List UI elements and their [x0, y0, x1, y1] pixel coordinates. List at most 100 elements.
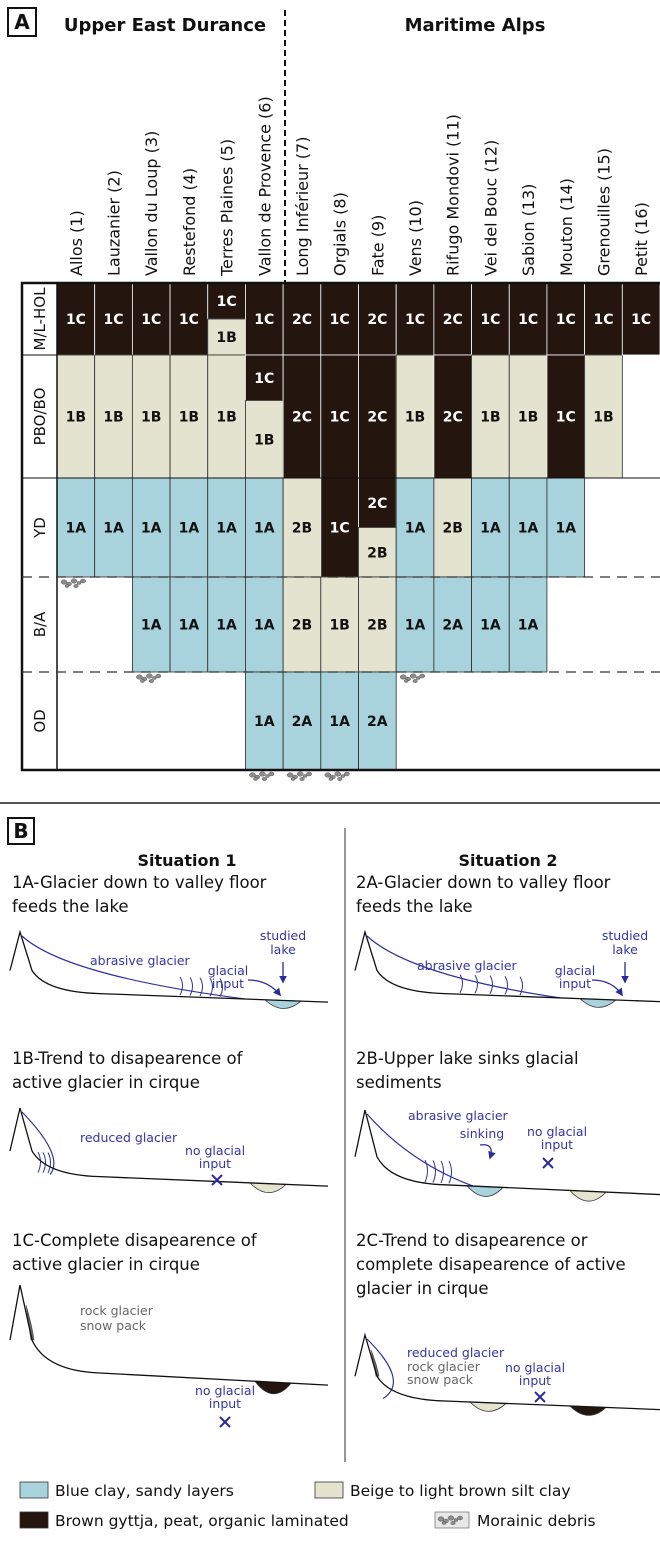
scenario-caption: complete disapearence of active	[356, 1255, 626, 1274]
scenario-caption: glacier in cirque	[356, 1279, 489, 1298]
moraine-icon	[325, 772, 350, 781]
moraine-icon	[287, 772, 312, 781]
panel-label: B	[13, 819, 28, 843]
debris	[136, 675, 142, 680]
cell-code: 2C	[367, 410, 387, 426]
cell-code: 1B	[216, 330, 236, 346]
legend-swatch	[20, 1512, 48, 1528]
site-name: Vallon du Loup (3)	[142, 131, 161, 276]
situation-title: Situation 1	[137, 851, 236, 870]
figure: A Upper East Durance Maritime Alps B All…	[0, 0, 660, 1551]
cell-code: 2B	[367, 618, 387, 634]
cell-code: 2B	[292, 521, 312, 537]
scenario-caption: 2C-Trend to disapearence or	[356, 1231, 588, 1250]
scenario-caption: sediments	[356, 1073, 442, 1092]
cell-code: 1B	[518, 410, 538, 426]
cell-code: 1A	[179, 521, 200, 537]
sketch-annotation: input	[212, 976, 244, 991]
cell-code: 2B	[292, 618, 312, 634]
cell-code: 1B	[593, 410, 613, 426]
cell-code: 1B	[66, 410, 86, 426]
cell-code: 2A	[442, 618, 463, 634]
period-label: PBO/BO	[31, 388, 49, 446]
debris	[61, 580, 67, 585]
legend-label: Blue clay, sandy layers	[55, 1482, 234, 1500]
cell-code: 2B	[443, 521, 463, 537]
debris	[269, 772, 274, 776]
debris	[420, 674, 425, 678]
cell-code: 2C	[443, 410, 463, 426]
cell-code: 1A	[518, 521, 539, 537]
crevasse	[475, 975, 478, 993]
period-label: M/L-HOL	[31, 287, 49, 351]
sketch-annotation: abrasive glacier	[90, 953, 191, 968]
debris	[262, 777, 266, 780]
sketch-annotation: reduced glacier	[80, 1130, 178, 1145]
debris	[156, 674, 161, 678]
valley-profile	[10, 1108, 328, 1186]
cell-code: 1A	[66, 521, 87, 537]
cell-code: 1C	[480, 312, 500, 328]
cell-code: 1C	[405, 312, 425, 328]
cell-code: 1C	[330, 521, 350, 537]
debris	[80, 579, 85, 583]
scenario-caption: feeds the lake	[356, 897, 473, 916]
valley-profile	[10, 1285, 328, 1385]
glacier	[367, 1114, 473, 1186]
cell-code: 2C	[367, 312, 387, 328]
sketch-annotation: studied	[260, 928, 306, 943]
cell-code: 1C	[330, 410, 350, 426]
debris	[249, 773, 255, 778]
site-name: Orgials (8)	[331, 192, 350, 276]
panel-label: A	[14, 10, 30, 34]
crevasse	[460, 975, 463, 993]
cell-code: 1C	[518, 312, 538, 328]
crevasse	[48, 1153, 51, 1173]
period-label: YD	[31, 517, 49, 539]
cell-code: 1C	[631, 312, 651, 328]
debris	[344, 772, 349, 776]
site-name: Vallon de Provence (6)	[255, 96, 274, 276]
cell-code: 1A	[254, 521, 275, 537]
cell-code: 1C	[593, 312, 613, 328]
cell-code: 1C	[556, 312, 576, 328]
cell-code: 1A	[405, 618, 426, 634]
cell-code: 1C	[330, 312, 350, 328]
debris	[410, 674, 416, 679]
sketch-annotation: snow pack	[80, 1318, 147, 1333]
crevasse	[505, 976, 508, 994]
debris	[448, 1516, 454, 1521]
legend-label: Brown gyttja, peat, organic laminated	[55, 1512, 349, 1530]
debris	[404, 680, 408, 683]
cell-code: 1A	[216, 521, 237, 537]
cell-code: 1B	[103, 410, 123, 426]
cell-code: 1C	[254, 371, 274, 387]
sketch-annotation: abrasive glacier	[408, 1108, 509, 1123]
legend-label: Morainic debris	[477, 1512, 596, 1530]
moraine-icon	[136, 674, 161, 683]
debris	[65, 585, 69, 588]
legend-swatch	[20, 1482, 48, 1498]
cell-code: 2A	[292, 714, 313, 730]
crevasse	[433, 1160, 436, 1182]
cell-code: 1B	[254, 432, 274, 448]
cell-code: 2C	[292, 312, 312, 328]
scenario-caption: 2B-Upper lake sinks glacial	[356, 1049, 579, 1068]
rock-glacier	[26, 1305, 34, 1340]
site-name: Terres Plaines (5)	[218, 139, 237, 277]
cell-code: 1B	[179, 410, 199, 426]
sketch-annotation: abrasive glacier	[417, 958, 518, 973]
no-input-mark	[212, 1175, 222, 1185]
debris	[438, 1517, 444, 1522]
scenario-caption: 2A-Glacier down to valley floor	[356, 873, 611, 892]
debris	[259, 772, 265, 777]
cell-code: 1A	[518, 618, 539, 634]
cell-code: 1C	[66, 312, 86, 328]
crevasse	[449, 1161, 452, 1183]
page: { "panel_a": { "label": "A", "regions": …	[0, 0, 660, 1551]
moraine-icon	[61, 579, 86, 588]
site-name: Fate (9)	[368, 215, 387, 276]
cell-code: 1A	[405, 521, 426, 537]
debris	[325, 773, 331, 778]
